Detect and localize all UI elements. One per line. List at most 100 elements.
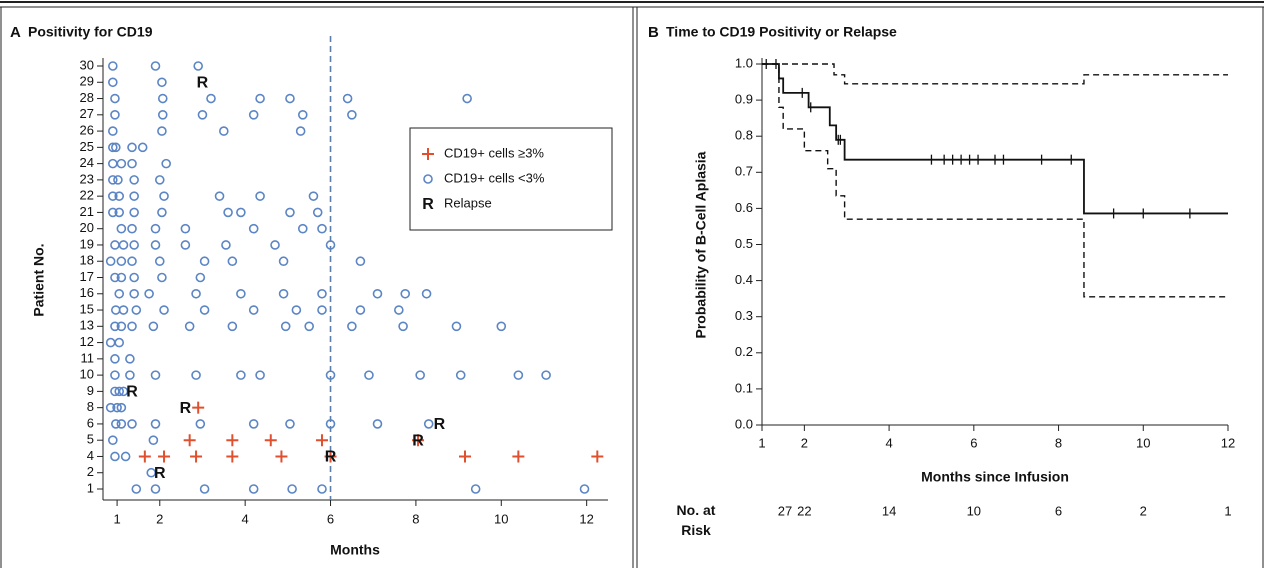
y-tick-label: 9	[87, 383, 94, 398]
point: R	[412, 432, 424, 449]
point	[255, 370, 265, 380]
point	[223, 207, 233, 218]
y-tick-label: 16	[80, 285, 94, 300]
point	[116, 402, 127, 413]
y-tick-label: 19	[80, 236, 94, 251]
point	[129, 207, 139, 218]
point	[421, 288, 432, 299]
point	[591, 450, 604, 463]
point	[221, 240, 231, 250]
y-tick-label: 0.0	[735, 416, 753, 431]
point	[180, 223, 191, 234]
point	[195, 272, 206, 283]
point	[264, 434, 277, 447]
point	[108, 435, 118, 445]
x-tick-label: 10	[1136, 435, 1150, 450]
point	[312, 207, 323, 218]
point	[116, 256, 127, 267]
point	[285, 419, 295, 429]
point	[197, 110, 208, 120]
point	[394, 305, 404, 315]
point	[150, 419, 161, 429]
y-tick-label: 5	[87, 432, 94, 447]
step-line	[762, 63, 1228, 215]
point	[157, 110, 168, 120]
point: R	[180, 400, 192, 417]
point	[110, 93, 120, 104]
step-line	[762, 63, 1228, 85]
at-risk-count: 27	[778, 503, 792, 518]
point	[183, 434, 196, 447]
point	[325, 240, 336, 250]
point	[158, 450, 171, 463]
point: R	[154, 465, 166, 482]
point	[157, 93, 168, 104]
y-tick-label: 0.8	[735, 128, 753, 143]
point	[148, 435, 159, 445]
y-tick-label: 0.4	[735, 272, 753, 287]
point	[190, 450, 203, 463]
panel-title: Time to CD19 Positivity or Relapse	[666, 24, 897, 40]
y-tick-label: 20	[80, 220, 94, 235]
point	[116, 321, 127, 332]
point	[219, 126, 229, 136]
point	[108, 207, 118, 218]
y-tick-label: 1.0	[735, 55, 753, 70]
panel-letter: A	[10, 24, 21, 41]
point	[451, 321, 462, 332]
y-tick-label: 28	[80, 90, 94, 105]
point	[199, 256, 210, 267]
point	[423, 419, 434, 429]
point	[513, 370, 524, 380]
point	[347, 321, 357, 332]
y-tick-label: 8	[87, 399, 94, 414]
point	[116, 158, 127, 169]
y-tick-label: 13	[80, 318, 94, 333]
x-tick-label: 1	[758, 435, 765, 450]
point	[248, 110, 259, 120]
point	[512, 450, 525, 463]
point	[455, 370, 466, 380]
point	[191, 288, 201, 299]
point	[108, 158, 118, 169]
point	[325, 370, 336, 380]
point: R	[126, 384, 138, 401]
legend-label: Relapse	[444, 195, 492, 210]
at-risk-count: 2	[1140, 503, 1147, 518]
point	[415, 370, 425, 380]
point	[278, 256, 289, 267]
point	[118, 240, 129, 250]
y-tick-label: 22	[80, 188, 94, 203]
point	[255, 93, 265, 104]
point	[297, 223, 308, 234]
point	[131, 305, 142, 315]
point	[110, 272, 120, 283]
point	[184, 321, 195, 332]
x-tick-label: 4	[242, 511, 249, 526]
legend-marker	[423, 174, 433, 184]
point	[137, 142, 148, 153]
point	[127, 223, 137, 234]
point	[255, 191, 265, 201]
at-risk-count: 1	[1224, 503, 1231, 518]
at-risk-label: No. at Risk	[676, 502, 716, 538]
point	[287, 484, 297, 494]
point	[400, 288, 411, 299]
point	[206, 93, 216, 104]
point	[275, 450, 288, 463]
x-tick-label: 12	[579, 511, 593, 526]
point	[110, 451, 120, 462]
point	[127, 419, 137, 429]
point	[114, 207, 125, 218]
point	[285, 207, 295, 218]
point	[199, 484, 210, 494]
point	[180, 240, 191, 250]
y-tick-label: 27	[80, 106, 94, 121]
point	[127, 256, 137, 267]
point	[159, 305, 169, 315]
point	[579, 484, 590, 494]
y-tick-label: 0.7	[735, 164, 753, 179]
point	[110, 240, 120, 250]
point	[111, 142, 121, 153]
point	[372, 288, 383, 299]
